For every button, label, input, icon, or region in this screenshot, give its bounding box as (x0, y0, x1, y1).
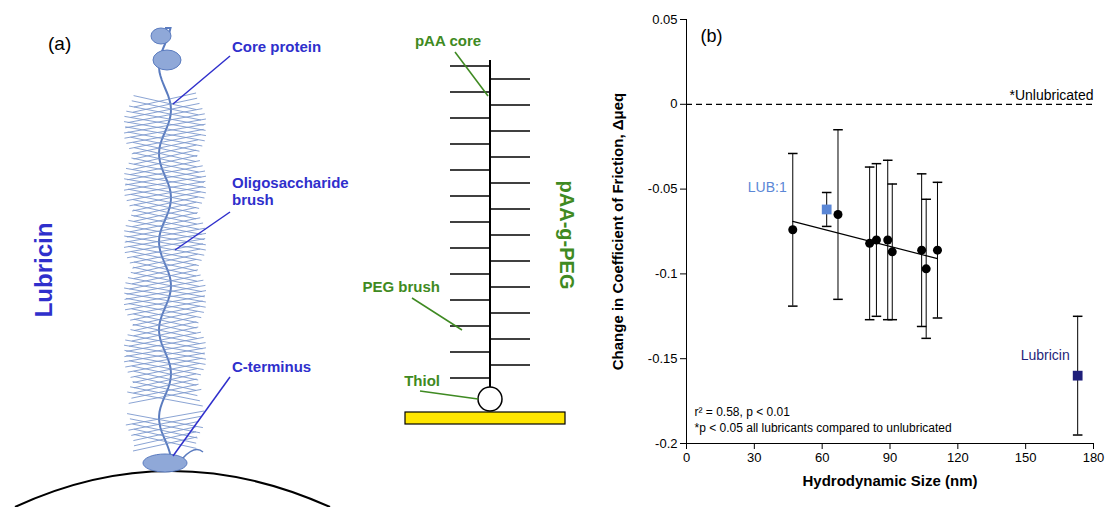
svg-text:LUB:1: LUB:1 (748, 179, 787, 195)
svg-text:Oligosaccharidebrush: Oligosaccharidebrush (232, 174, 349, 208)
svg-text:0: 0 (670, 96, 677, 111)
svg-text:pAA-g-PEG: pAA-g-PEG (556, 181, 578, 290)
svg-text:*p < 0.05 all lubricants compa: *p < 0.05 all lubricants compared to unl… (695, 421, 952, 435)
svg-text:Hydrodynamic Size (nm): Hydrodynamic Size (nm) (802, 472, 977, 489)
svg-text:-0.15: -0.15 (648, 351, 678, 366)
svg-text:90: 90 (883, 450, 897, 465)
svg-text:r² = 0.58, p < 0.01: r² = 0.58, p < 0.01 (695, 405, 791, 419)
svg-text:0.05: 0.05 (652, 12, 677, 27)
svg-text:120: 120 (947, 450, 969, 465)
svg-text:Core protein: Core protein (232, 38, 321, 55)
svg-text:-0.2: -0.2 (655, 436, 677, 451)
svg-text:PEG brush: PEG brush (362, 278, 440, 295)
svg-text:60: 60 (815, 450, 829, 465)
svg-text:0: 0 (683, 450, 690, 465)
svg-text:-0.1: -0.1 (655, 266, 677, 281)
svg-text:30: 30 (747, 450, 761, 465)
svg-text:*Unlubricated: *Unlubricated (1009, 87, 1093, 103)
svg-text:(a): (a) (48, 33, 71, 54)
svg-text:Lubricin: Lubricin (30, 223, 57, 318)
svg-text:(b): (b) (701, 26, 723, 46)
svg-text:180: 180 (1083, 450, 1105, 465)
svg-text:Thiol: Thiol (404, 372, 440, 389)
svg-text:Lubricin: Lubricin (1021, 347, 1070, 363)
svg-text:C-terminus: C-terminus (232, 358, 311, 375)
svg-text:-0.05: -0.05 (648, 181, 678, 196)
svg-text:150: 150 (1015, 450, 1037, 465)
svg-text:Change in Coefficient of Frict: Change in Coefficient of Friction, Δμeq (609, 93, 626, 370)
svg-text:pAA core: pAA core (415, 32, 481, 49)
